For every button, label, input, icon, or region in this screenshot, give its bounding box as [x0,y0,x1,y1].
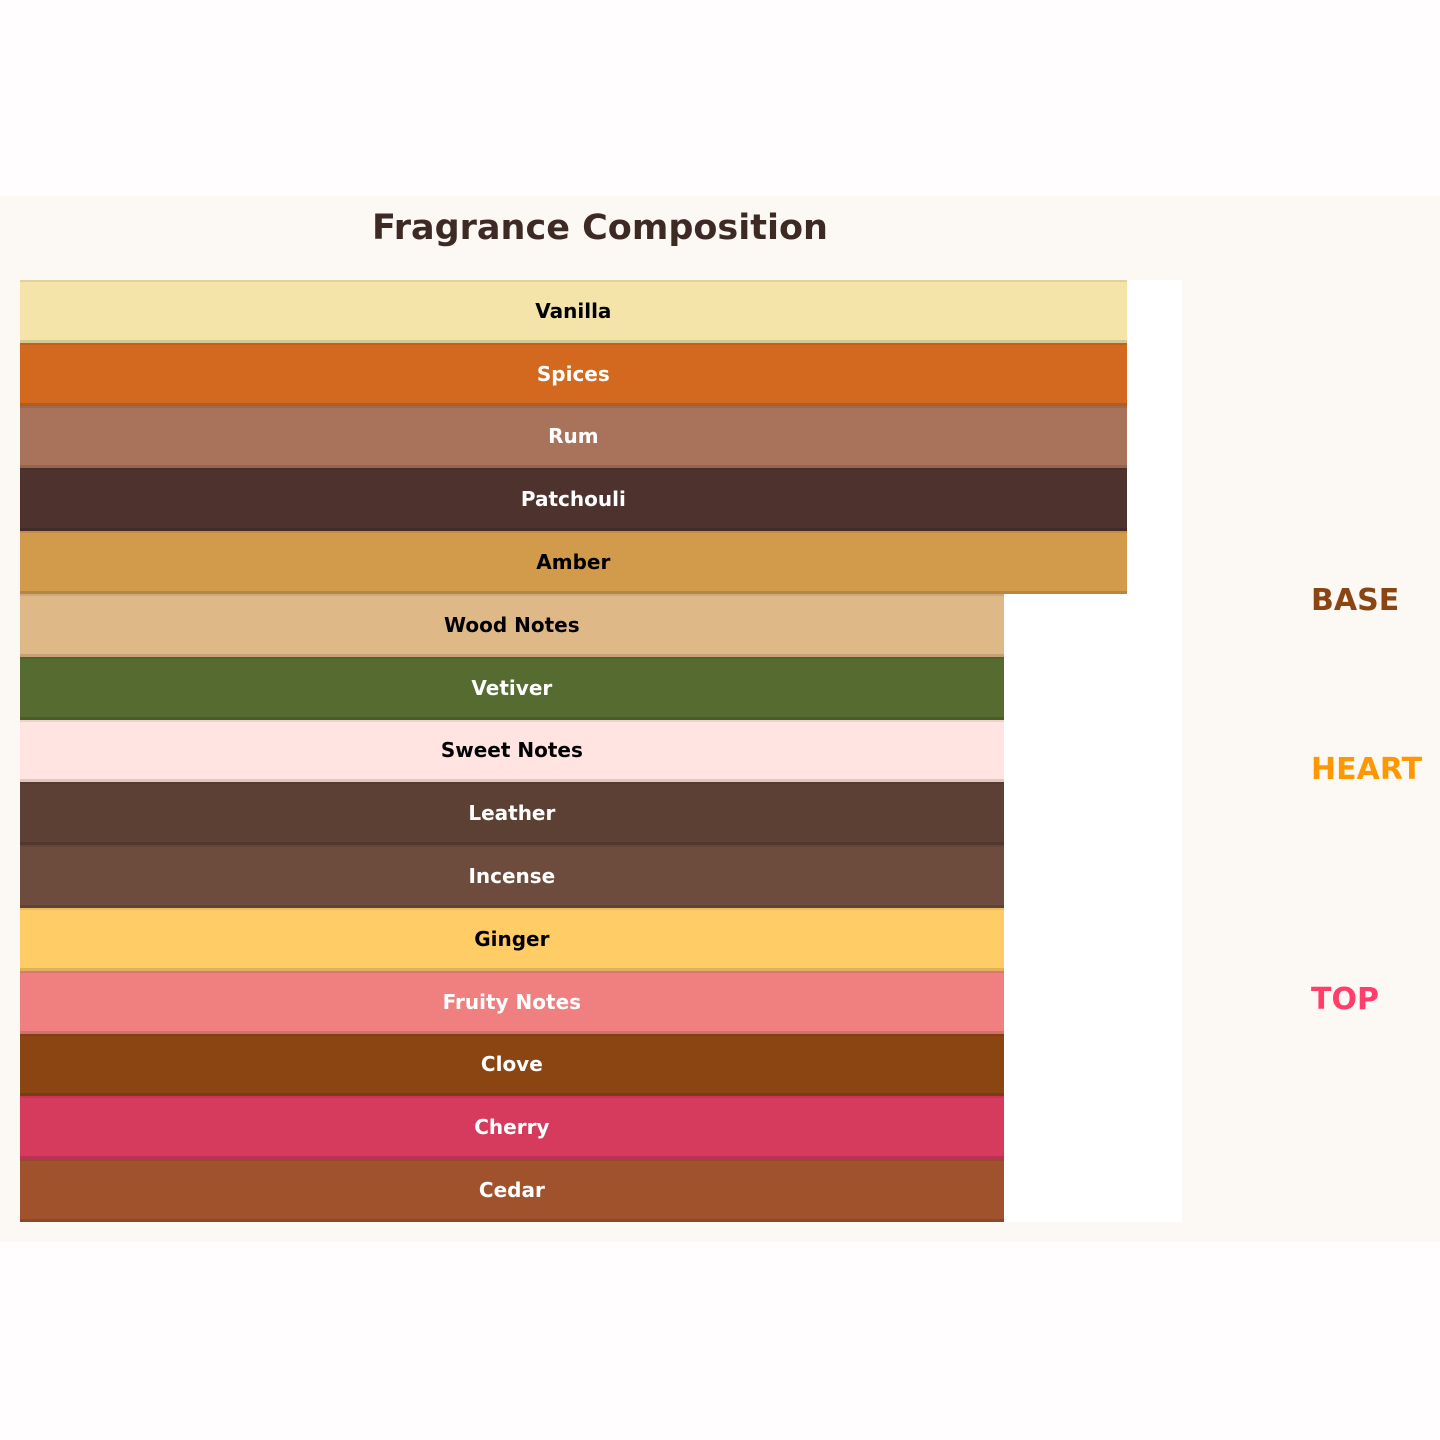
bar-patchouli: Patchouli [20,468,1127,532]
bar-incense: Incense [20,845,1004,908]
annotation-top: TOP [1311,982,1379,1017]
bar-label: Vetiver [471,675,553,700]
bar-label: Rum [548,424,599,449]
bar-label: Ginger [474,926,550,951]
chart-title: Fragrance Composition [372,208,828,248]
bar-cedar: Cedar [20,1159,1004,1222]
bar-label: Cedar [478,1178,545,1203]
bar-label: Cherry [474,1115,550,1140]
bar-vanilla: Vanilla [20,280,1127,343]
bar-rum: Rum [20,405,1127,469]
bar-spices: Spices [20,342,1127,406]
bar-cherry: Cherry [20,1096,1004,1160]
bar-wood-notes: Wood Notes [20,594,1004,657]
bar-label: Clove [480,1052,543,1077]
bar-label: Wood Notes [444,612,580,637]
bar-vetiver: Vetiver [20,656,1004,720]
bar-label: Vanilla [535,298,612,323]
bar-label: Fruity Notes [442,989,582,1014]
bar-amber: Amber [20,531,1127,594]
bar-leather: Leather [20,782,1004,846]
annotation-heart: HEART [1311,752,1423,787]
bar-clove: Clove [20,1033,1004,1097]
bar-label: Patchouli [520,487,626,512]
bar-label: Incense [468,864,556,889]
bar-label: Sweet Notes [440,738,583,763]
bar-fruity-notes: Fruity Notes [20,970,1004,1034]
bar-label: Amber [536,550,611,575]
bar-label: Spices [536,361,610,386]
bar-sweet-notes: Sweet Notes [20,719,1004,783]
plot-area: Vanilla Spices Rum Patchouli Amber Wood Notes… [20,280,1182,1222]
bar-label: Leather [468,801,556,826]
annotation-base: BASE [1311,583,1400,618]
bar-ginger: Ginger [20,908,1004,971]
